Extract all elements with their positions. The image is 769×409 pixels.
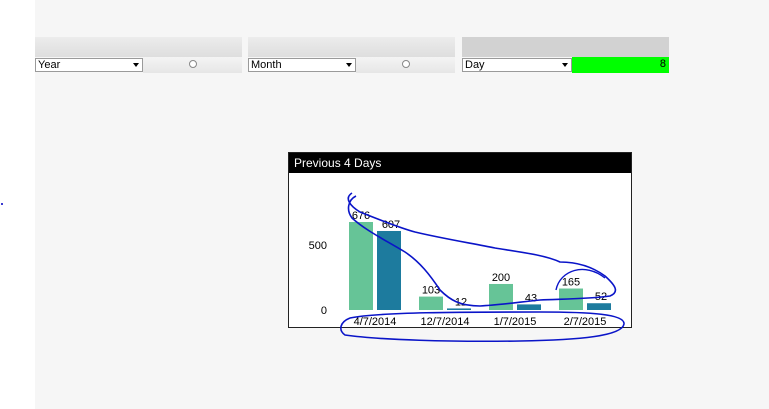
- stray-mark: [1, 203, 3, 205]
- day-selected-value[interactable]: 8: [572, 57, 669, 73]
- bar-value-label: 12: [455, 296, 467, 308]
- month-listbox: Month: [248, 37, 455, 73]
- bar-value-label: 43: [525, 292, 537, 304]
- month-dropdown[interactable]: Month: [248, 58, 356, 72]
- day-dropdown[interactable]: Day: [462, 58, 572, 72]
- chart-title: Previous 4 Days: [289, 153, 631, 173]
- chevron-down-icon[interactable]: [133, 63, 139, 67]
- year-dropdown[interactable]: Year: [35, 58, 143, 72]
- bar-value-label: 676: [352, 210, 370, 222]
- chart-bar[interactable]: [517, 304, 541, 310]
- x-tick-label: 4/7/2014: [354, 316, 397, 327]
- radio-icon[interactable]: [188, 60, 197, 68]
- chart-bar[interactable]: [349, 222, 373, 310]
- day-dropdown-label: Day: [465, 59, 485, 71]
- day-value-text: 8: [659, 58, 666, 70]
- day-listbox-header: [462, 37, 669, 57]
- day-listbox: Day 8: [462, 37, 669, 73]
- y-tick-label: 0: [321, 305, 327, 317]
- bar-value-label: 52: [595, 291, 607, 303]
- bar-value-label: 200: [492, 272, 510, 284]
- x-tick-label: 1/7/2015: [494, 316, 537, 327]
- bar-value-label: 103: [422, 285, 440, 297]
- radio-icon[interactable]: [401, 60, 410, 68]
- month-listbox-header: [248, 37, 455, 57]
- year-dropdown-label: Year: [38, 59, 61, 71]
- year-value-cell[interactable]: [143, 57, 242, 73]
- chart-bar[interactable]: [377, 230, 401, 310]
- bar-chart: 0 500 676 607 4/7/2014 103 12 12/7/2014 200 43 1/7…: [309, 210, 611, 327]
- chart-bar[interactable]: [559, 288, 583, 310]
- chart-bar[interactable]: [489, 283, 513, 310]
- bar-value-label: 607: [382, 219, 400, 231]
- year-listbox-header: [35, 37, 242, 57]
- month-dropdown-label: Month: [251, 59, 282, 71]
- x-tick-label: 2/7/2015: [564, 316, 607, 327]
- bar-value-label: 165: [562, 277, 580, 289]
- month-value-cell[interactable]: [356, 57, 455, 73]
- chevron-down-icon[interactable]: [346, 63, 352, 67]
- chart-panel: Previous 4 Days 0 500 676 607 4/7/2014 103 12 1…: [288, 152, 632, 328]
- chart-bar[interactable]: [447, 308, 471, 310]
- chart-bar[interactable]: [587, 303, 611, 310]
- year-listbox: Year: [35, 37, 242, 73]
- chevron-down-icon[interactable]: [562, 63, 568, 67]
- chart-bar[interactable]: [419, 296, 443, 310]
- y-tick-label: 500: [309, 240, 327, 252]
- x-tick-label: 12/7/2014: [421, 316, 470, 327]
